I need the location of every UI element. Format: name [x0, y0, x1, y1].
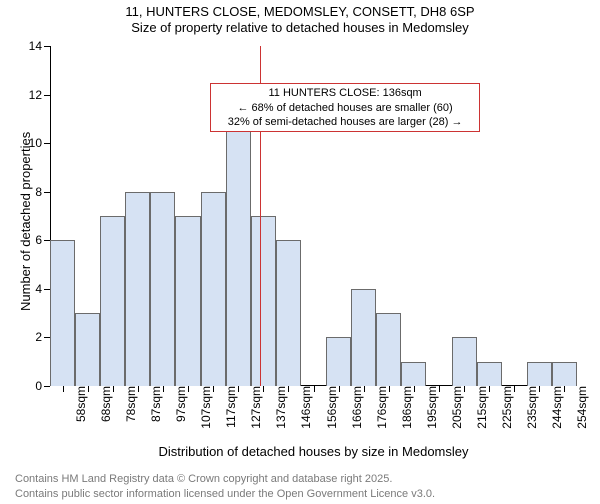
x-tick [464, 386, 465, 392]
x-tick [314, 386, 315, 392]
y-tick-label: 2 [35, 330, 50, 344]
x-tick-label: 78sqm [118, 386, 138, 422]
x-axis-title: Distribution of detached houses by size … [159, 444, 469, 459]
x-tick-label: 235sqm [519, 386, 539, 429]
histogram-bar [75, 313, 100, 386]
x-tick-label: 205sqm [444, 386, 464, 429]
histogram-bar [175, 216, 200, 386]
x-tick-label: 117sqm [218, 386, 238, 428]
x-tick-label: 137sqm [268, 386, 288, 429]
y-tick-label: 6 [35, 233, 50, 247]
x-tick [163, 386, 164, 392]
annotation-line: 32% of semi-detached houses are larger (… [217, 115, 473, 129]
y-tick-label: 12 [29, 88, 50, 102]
x-tick [489, 386, 490, 392]
x-tick-label: 254sqm [569, 386, 589, 429]
histogram-bar [125, 192, 150, 386]
x-tick-label: 244sqm [544, 386, 564, 429]
x-tick [389, 386, 390, 392]
histogram-bar [376, 313, 401, 386]
x-tick-label: 166sqm [344, 386, 364, 429]
x-tick-label: 195sqm [419, 386, 439, 429]
x-tick-label: 156sqm [319, 386, 339, 429]
x-tick [63, 386, 64, 392]
x-tick [213, 386, 214, 392]
x-tick-label: 107sqm [193, 386, 213, 429]
x-tick [539, 386, 540, 392]
histogram-bar [150, 192, 175, 386]
histogram-bar [552, 362, 577, 386]
histogram-bar [100, 216, 125, 386]
y-tick-label: 4 [35, 282, 50, 296]
y-tick-label: 0 [35, 379, 50, 393]
x-tick-label: 176sqm [369, 386, 389, 429]
chart-footer: Contains HM Land Registry data © Crown c… [15, 472, 435, 501]
histogram-bar [226, 95, 251, 386]
histogram-bar [276, 240, 301, 386]
histogram-bar [201, 192, 226, 386]
x-tick [288, 386, 289, 392]
x-tick-label: 225sqm [494, 386, 514, 429]
histogram-bar [326, 337, 351, 386]
annotation-line: ← 68% of detached houses are smaller (60… [217, 101, 473, 115]
histogram-bar [251, 216, 276, 386]
y-tick-label: 14 [29, 39, 50, 53]
x-tick [339, 386, 340, 392]
chart-plot-area: 02468101214Number of detached properties… [50, 46, 577, 386]
histogram-bar [452, 337, 477, 386]
x-tick [113, 386, 114, 392]
footer-line-1: Contains HM Land Registry data © Crown c… [15, 472, 435, 486]
x-tick-label: 186sqm [394, 386, 414, 429]
x-tick-label: 87sqm [143, 386, 163, 422]
x-tick [414, 386, 415, 392]
x-tick [188, 386, 189, 392]
x-tick-label: 97sqm [168, 386, 188, 422]
footer-line-2: Contains public sector information licen… [15, 487, 435, 501]
annotation-box: 11 HUNTERS CLOSE: 136sqm← 68% of detache… [210, 83, 480, 132]
y-axis-title: Number of detached properties [18, 132, 33, 311]
x-tick-label: 58sqm [68, 386, 88, 422]
chart-title-line1: 11, HUNTERS CLOSE, MEDOMSLEY, CONSETT, D… [0, 4, 600, 19]
x-tick [439, 386, 440, 392]
histogram-bar [527, 362, 552, 386]
x-tick [514, 386, 515, 392]
x-tick-label: 68sqm [93, 386, 113, 422]
x-tick [564, 386, 565, 392]
histogram-bar [477, 362, 502, 386]
x-tick-label: 215sqm [469, 386, 489, 429]
x-tick [238, 386, 239, 392]
x-tick-label: 127sqm [243, 386, 263, 429]
y-tick-label: 8 [35, 185, 50, 199]
x-tick [88, 386, 89, 392]
histogram-bar [351, 289, 376, 386]
x-tick [364, 386, 365, 392]
annotation-line: 11 HUNTERS CLOSE: 136sqm [217, 86, 473, 100]
histogram-bar [401, 362, 426, 386]
x-tick [263, 386, 264, 392]
chart-title-line2: Size of property relative to detached ho… [0, 20, 600, 35]
x-tick-label: 146sqm [293, 386, 313, 429]
histogram-bar [50, 240, 75, 386]
x-tick [138, 386, 139, 392]
